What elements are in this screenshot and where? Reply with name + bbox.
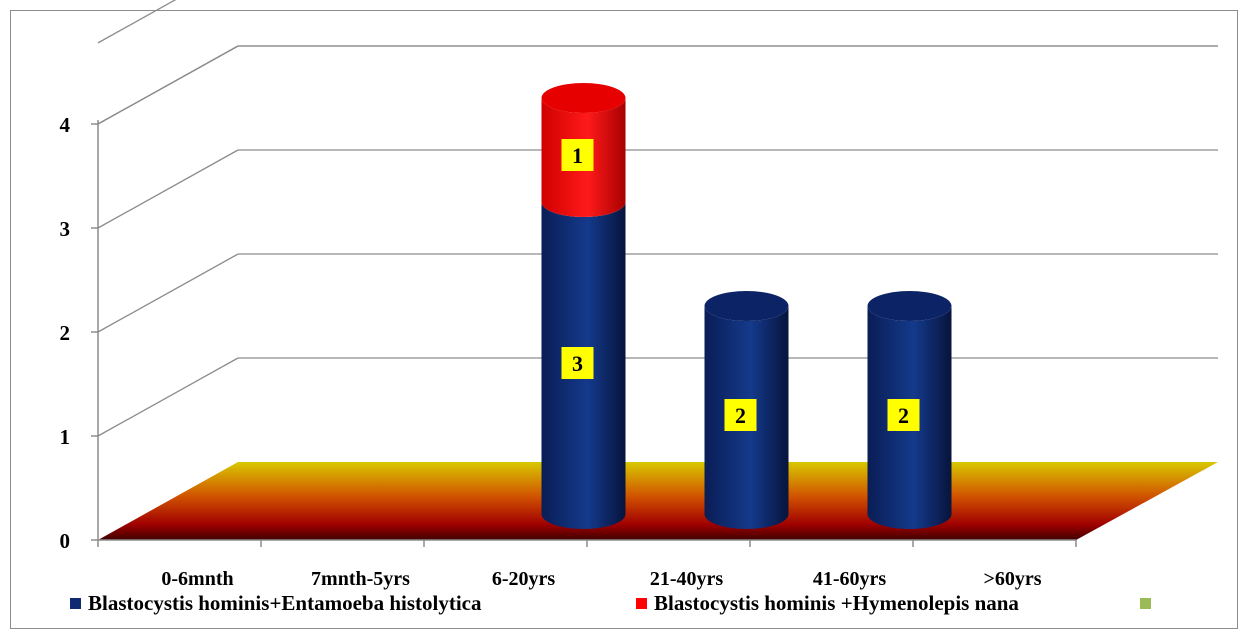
gridline-side <box>97 45 239 125</box>
x-tick-label: 7mnth-5yrs <box>311 568 410 590</box>
data-label: 2 <box>898 403 909 428</box>
x-tick-label: 21-40yrs <box>650 568 724 590</box>
gridline-side <box>97 0 177 44</box>
legend-swatch <box>70 598 81 609</box>
y-tick-label: 1 <box>60 425 71 449</box>
data-label: 2 <box>735 403 746 428</box>
data-label: 1 <box>572 143 583 168</box>
bar-top <box>541 83 626 113</box>
x-axis: 0-6mnth 7mnth-5yrs 6-20yrs 21-40yrs 41-60yrs… <box>97 539 1077 590</box>
y-tick-label: 3 <box>60 217 71 241</box>
y-axis: 0 1 2 3 4 <box>60 113 99 553</box>
gridline-side <box>97 357 239 437</box>
data-label-box <box>724 399 757 431</box>
legend-label: Blastocystis hominis+Entamoeba histolyti… <box>88 591 482 615</box>
x-tick-label: 0-6mnth <box>161 568 233 590</box>
y-tick-label: 2 <box>60 321 71 345</box>
y-tick-label: 4 <box>60 113 71 137</box>
x-tick-label: >60yrs <box>983 568 1041 590</box>
legend: Blastocystis hominis+Entamoeba histolyti… <box>70 591 1151 615</box>
data-label-box <box>887 399 920 431</box>
x-tick-label: 41-60yrs <box>813 568 887 590</box>
gridline-side <box>97 253 239 333</box>
bar-top <box>704 291 789 321</box>
legend-swatch <box>1140 598 1151 609</box>
gridline-side <box>97 149 239 229</box>
data-labels: 3 1 2 2 <box>561 139 920 431</box>
data-label: 3 <box>572 351 583 376</box>
legend-swatch <box>636 598 647 609</box>
chart-floor <box>98 462 1218 540</box>
bar-top <box>867 291 952 321</box>
legend-label: Blastocystis hominis +Hymenolepis nana <box>654 591 1019 615</box>
x-tick-label: 6-20yrs <box>492 568 556 590</box>
y-tick-label: 0 <box>60 529 71 553</box>
data-label-box <box>561 347 594 379</box>
floor-plane <box>98 462 1218 540</box>
gridlines <box>97 0 1218 437</box>
data-label-box <box>561 139 594 171</box>
